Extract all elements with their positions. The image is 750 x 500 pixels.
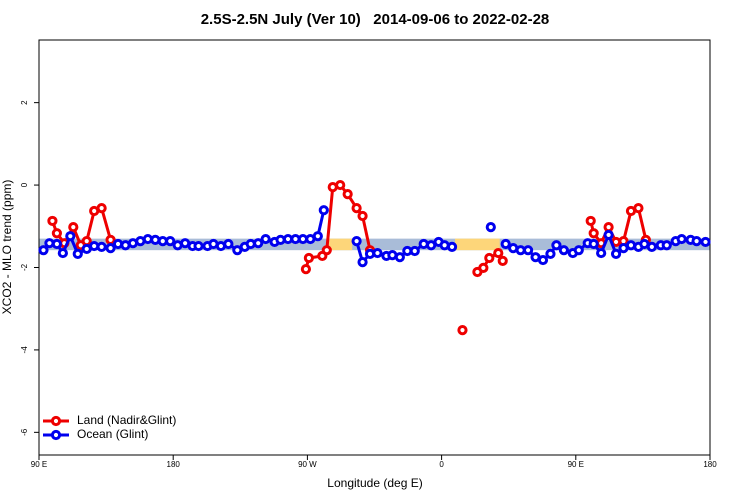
data-point (51, 238, 62, 250)
data-point (165, 236, 176, 247)
legend-marker (50, 429, 62, 441)
data-point (312, 231, 323, 242)
data-point (318, 205, 329, 216)
x-tick-label: 180 (167, 460, 181, 469)
data-point (558, 245, 569, 256)
y-tick-label: 2 (20, 100, 29, 105)
data-point (57, 247, 68, 259)
data-point (394, 252, 405, 263)
data-point (409, 245, 420, 257)
data-point (342, 189, 353, 200)
data-point (457, 325, 468, 336)
y-tick-label: 0 (20, 182, 29, 187)
data-point (588, 238, 599, 250)
data-point (646, 241, 657, 252)
data-point (700, 236, 711, 248)
data-point (335, 179, 346, 191)
y-tick-label: -2 (20, 263, 29, 271)
data-point (372, 247, 383, 259)
data-point (537, 254, 549, 266)
band (326, 238, 353, 251)
data-point (38, 245, 49, 256)
data-point (253, 238, 264, 249)
y-tick-label: -6 (20, 428, 29, 436)
data-point (96, 241, 107, 252)
data-point (484, 252, 495, 264)
data-point (603, 229, 614, 241)
band (39, 238, 710, 251)
data-point (610, 248, 622, 259)
data-point (633, 203, 644, 214)
y-tick-label: -4 (20, 346, 29, 354)
legend-marker (50, 415, 62, 427)
data-point (497, 255, 508, 266)
data-point (260, 233, 271, 245)
data-point (193, 240, 204, 252)
data-point (585, 215, 596, 227)
x-tick-label: 180 (703, 460, 717, 469)
data-point (81, 236, 92, 247)
data-point (68, 222, 79, 233)
data-point (96, 203, 107, 214)
data-point (661, 240, 672, 251)
data-point (493, 247, 504, 259)
data-point (303, 252, 314, 264)
legend-label: Ocean (Glint) (77, 427, 148, 441)
legend-label: Land (Nadir&Glint) (77, 413, 176, 427)
data-point (47, 215, 58, 227)
data-point (478, 262, 489, 273)
y-axis-label: XCO2 - MLO trend (ppm) (0, 180, 14, 315)
data-point (351, 203, 362, 214)
data-point (691, 236, 702, 247)
data-point (105, 234, 116, 245)
data-point (596, 247, 607, 259)
x-axis-label: Longitude (deg E) (327, 476, 422, 490)
data-point (446, 241, 458, 252)
data-point (223, 238, 234, 250)
data-point (105, 243, 116, 254)
data-point (51, 228, 62, 239)
data-point (65, 231, 76, 242)
chart-title: 2.5S-2.5N July (Ver 10) 2014-09-06 to 20… (201, 11, 550, 28)
data-point (603, 222, 614, 233)
data-point (485, 222, 496, 233)
data-point (351, 236, 362, 247)
data-point (545, 248, 556, 259)
x-tick-label: 90 E (568, 460, 584, 469)
plot-frame (38, 39, 711, 456)
data-point (72, 248, 83, 259)
data-point (522, 245, 534, 256)
data-point (357, 210, 368, 222)
data-point (551, 240, 562, 251)
data-point (588, 228, 599, 239)
x-tick-label: 0 (439, 460, 444, 469)
data-point (676, 233, 687, 245)
data-point (500, 238, 511, 250)
band (455, 238, 500, 251)
x-tick-label: 90 W (298, 460, 317, 469)
data-point (321, 245, 332, 256)
data-point (573, 245, 584, 256)
legend: Land (Nadir&Glint)Ocean (Glint) (43, 413, 176, 441)
data-point (300, 264, 312, 275)
x-tick-label: 90 E (31, 460, 47, 469)
data-point (357, 257, 368, 268)
